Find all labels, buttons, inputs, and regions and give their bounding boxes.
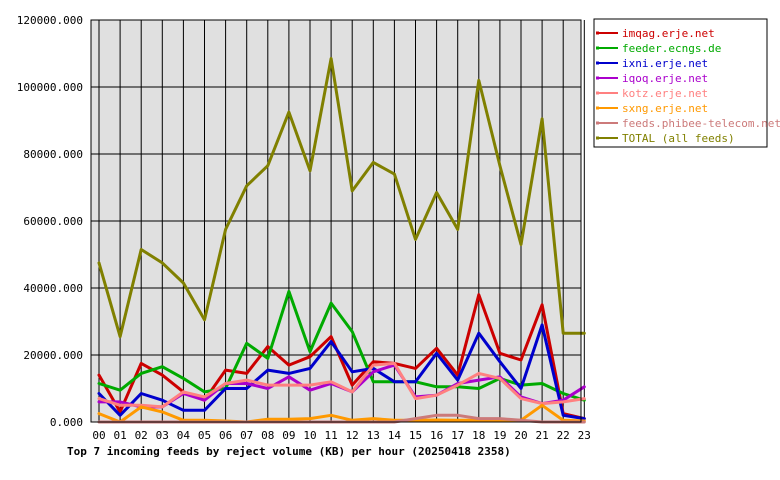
x-tick-label: 02 bbox=[135, 429, 148, 442]
x-tick-label: 23 bbox=[578, 429, 591, 442]
y-tick-label: 80000.000 bbox=[23, 148, 83, 161]
legend-marker bbox=[596, 91, 599, 95]
x-tick-label: 05 bbox=[198, 429, 211, 442]
x-tick-label: 14 bbox=[388, 429, 402, 442]
x-tick-label: 18 bbox=[472, 429, 485, 442]
y-tick-labels: 0.000 20000.000 40000.000 60000.000 80000.00… bbox=[17, 14, 83, 429]
x-tick-label: 11 bbox=[324, 429, 337, 442]
x-tick-label: 16 bbox=[430, 429, 443, 442]
legend: imqag.erje.net feeder.ecngs.de ixni.erje.n… bbox=[593, 18, 780, 148]
plot-frame bbox=[90, 19, 582, 423]
series-line bbox=[97, 293, 586, 421]
legend-marker bbox=[596, 46, 599, 50]
x-tick-label: 12 bbox=[346, 429, 359, 442]
y-tick-label: 100000.000 bbox=[17, 81, 83, 94]
x-tick-label: 00 bbox=[92, 429, 105, 442]
legend-label: sxng.erje.net bbox=[622, 102, 708, 115]
series-line bbox=[97, 323, 586, 421]
x-tick-label: 17 bbox=[451, 429, 464, 442]
x-tick-label: 04 bbox=[177, 429, 191, 442]
x-tick-label: 08 bbox=[261, 429, 274, 442]
x-tick-label: 15 bbox=[409, 429, 422, 442]
x-tick-label: 13 bbox=[367, 429, 380, 442]
legend-label: feeds.phibee-telecom.net bbox=[622, 117, 780, 130]
series-line bbox=[97, 361, 586, 409]
x-tick-label: 20 bbox=[514, 429, 527, 442]
x-tick-label: 01 bbox=[113, 429, 126, 442]
legend-label: ixni.erje.net bbox=[622, 57, 708, 70]
legend-label: feeder.ecngs.de bbox=[622, 42, 721, 55]
legend-label: imqag.erje.net bbox=[622, 27, 715, 40]
x-tick-label: 19 bbox=[493, 429, 506, 442]
y-tick-label: 60000.000 bbox=[23, 215, 83, 228]
legend-marker bbox=[596, 31, 599, 35]
legend-marker bbox=[596, 61, 599, 65]
series-lines bbox=[97, 57, 586, 424]
x-tick-label: 03 bbox=[156, 429, 169, 442]
axes bbox=[90, 19, 582, 423]
x-tick-label: 21 bbox=[535, 429, 548, 442]
legend-box bbox=[593, 18, 768, 148]
x-tick-label: 22 bbox=[557, 429, 570, 442]
legend-marker bbox=[596, 76, 599, 80]
x-tick-label: 07 bbox=[240, 429, 253, 442]
x-tick-label: 06 bbox=[219, 429, 232, 442]
y-tick-label: 20000.000 bbox=[23, 349, 83, 362]
legend-label: kotz.erje.net bbox=[622, 87, 708, 100]
legend-label: iqoq.erje.net bbox=[622, 72, 708, 85]
chart-title: Top 7 incoming feeds by reject volume (K… bbox=[67, 445, 511, 458]
legend-marker bbox=[596, 136, 599, 140]
x-tick-labels: 00 01 02 03 04 05 06 07 08 09 10 11 12 13 14 15 16 17 18 19… bbox=[92, 429, 591, 442]
legend-marker bbox=[596, 106, 599, 110]
x-tick-label: 10 bbox=[303, 429, 316, 442]
series-line bbox=[97, 57, 586, 339]
y-tick-label: 40000.000 bbox=[23, 282, 83, 295]
legend-label: TOTAL (all feeds) bbox=[622, 132, 735, 145]
y-tick-label: 120000.000 bbox=[17, 14, 83, 27]
y-tick-label: 0.000 bbox=[50, 416, 83, 429]
legend-marker bbox=[596, 121, 599, 125]
x-tick-label: 09 bbox=[282, 429, 295, 442]
